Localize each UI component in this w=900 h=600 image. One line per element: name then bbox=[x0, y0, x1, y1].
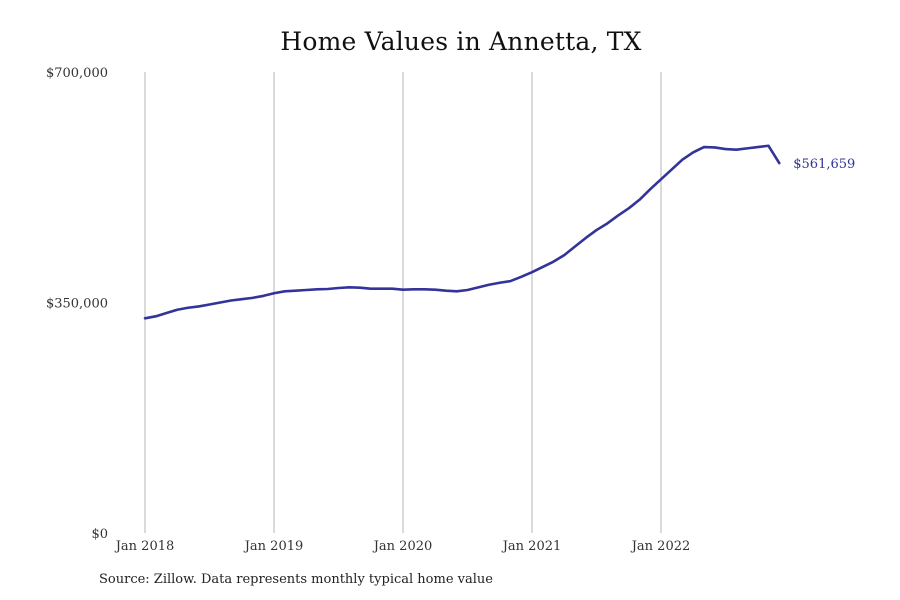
y-tick-label: $700,000 bbox=[46, 66, 108, 81]
gridlines bbox=[144, 72, 662, 533]
y-tick-label: $0 bbox=[91, 527, 108, 542]
x-tick-label: Jan 2018 bbox=[114, 539, 175, 554]
end-value-label: $561,659 bbox=[793, 157, 855, 172]
x-axis-ticks: Jan 2018 Jan 2019 Jan 2020 Jan 2021 Jan 2022 bbox=[114, 539, 691, 554]
chart-title: Home Values in Annetta, TX bbox=[280, 27, 642, 56]
x-tick-label: Jan 2019 bbox=[243, 539, 304, 554]
x-tick-label: Jan 2022 bbox=[630, 539, 691, 554]
y-tick-label: $350,000 bbox=[46, 297, 108, 312]
x-tick-label: Jan 2021 bbox=[501, 539, 562, 554]
data-labels: $561,659 bbox=[793, 157, 855, 172]
y-axis-ticks: $0 $350,000 $700,000 bbox=[46, 66, 108, 542]
series-line bbox=[143, 144, 781, 320]
source-note: Source: Zillow. Data represents monthly … bbox=[99, 572, 493, 587]
x-tick-label: Jan 2020 bbox=[372, 539, 433, 554]
series-layer bbox=[143, 144, 781, 320]
